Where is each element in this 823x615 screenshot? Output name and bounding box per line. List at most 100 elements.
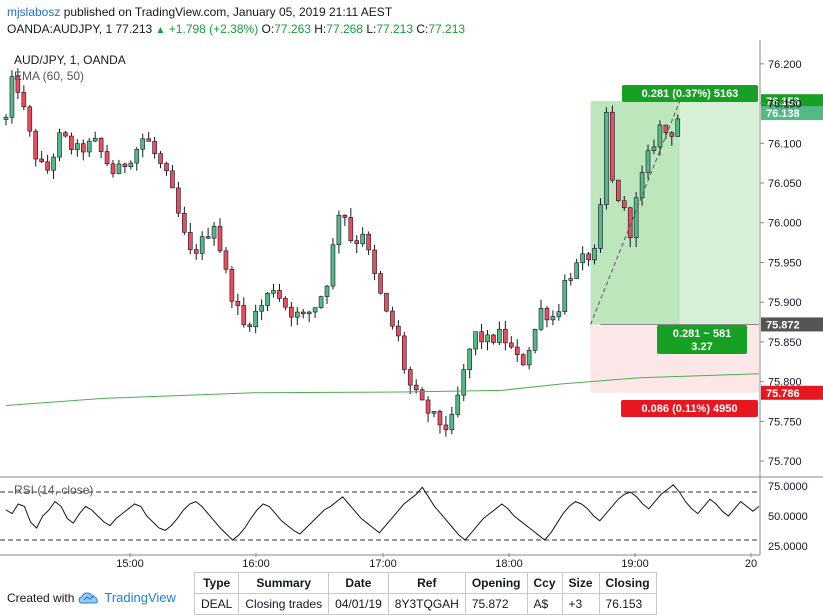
- candle-body: [92, 138, 98, 142]
- candle-body: [503, 328, 508, 344]
- projection-line: [590, 100, 681, 325]
- candle-body: [104, 151, 110, 165]
- candle-body: [651, 146, 657, 151]
- deal-table-header-row: Type Summary Date Ref Opening Ccy Size C…: [193, 572, 657, 594]
- ohlc-high-label: H:: [314, 22, 327, 36]
- candle-body: [128, 162, 134, 168]
- candle-body: [75, 143, 80, 150]
- candle-body: [645, 150, 651, 173]
- y-tick-label: 75.750: [768, 416, 802, 428]
- candle-body: [247, 324, 253, 328]
- candle-body: [621, 200, 627, 209]
- candle-body: [51, 156, 56, 171]
- candle-body: [354, 240, 360, 245]
- candle-body: [69, 135, 74, 150]
- candle-body: [437, 411, 443, 426]
- cell-type: DEAL: [193, 593, 240, 615]
- candle-body: [419, 389, 425, 401]
- entry-price-tag: 75.872: [766, 319, 800, 331]
- ohlc-low-value: 77.213: [376, 22, 414, 36]
- col-opening: Opening: [464, 572, 528, 594]
- y-tick-label: 76.200: [768, 59, 802, 71]
- candle-body: [211, 226, 217, 239]
- candle-body: [318, 296, 324, 308]
- publisher-username[interactable]: mjslabosz: [7, 5, 61, 19]
- candle-body: [449, 414, 455, 431]
- candle-body: [164, 163, 169, 172]
- candle-body: [663, 124, 669, 133]
- stop-price-tag-bg: [761, 385, 823, 400]
- candle-body: [443, 424, 449, 431]
- y-tick-label: 76.100: [768, 138, 802, 150]
- ema-line: [5, 373, 760, 406]
- candle-body: [9, 76, 15, 118]
- last-price-tag-bg: [761, 106, 823, 121]
- profit-label-box: [622, 85, 758, 102]
- candle-body: [312, 307, 318, 313]
- candle-body: [21, 92, 27, 108]
- candle-body: [45, 161, 50, 171]
- risk-reward-label-text-0: 0.281 ~ 581: [673, 328, 731, 340]
- candle-body: [241, 305, 247, 326]
- candle-body: [550, 316, 556, 321]
- cell-opening: 75.872: [464, 593, 528, 615]
- stop-price-tag: 75.786: [766, 388, 800, 400]
- created-with-text: Created with: [7, 590, 75, 605]
- entry-price-tag-bg: [761, 317, 823, 332]
- deal-table: Type Summary Date Ref Opening Ccy Size C…: [193, 572, 657, 615]
- chart-title: AUD/JPY, 1, OANDA: [14, 53, 126, 67]
- candle-body: [562, 280, 568, 312]
- candle-body: [431, 411, 437, 414]
- ohlc-high-value: 77.268: [326, 22, 363, 36]
- candle-body: [187, 231, 193, 250]
- candle-body: [176, 187, 181, 214]
- candle-body: [122, 163, 128, 168]
- x-tick-label: 16:00: [242, 558, 270, 570]
- x-tick-label: 18:00: [495, 558, 523, 570]
- candle-body: [33, 130, 39, 160]
- candle-body: [57, 132, 62, 158]
- candle-body: [300, 311, 306, 315]
- col-date: Date: [328, 572, 389, 594]
- last-price: 77.213: [115, 22, 153, 36]
- candle-body: [396, 325, 401, 337]
- candle-body: [116, 163, 122, 174]
- candle-body: [360, 233, 365, 245]
- candle-body: [366, 233, 371, 251]
- y-tick-label: 75.950: [768, 257, 802, 269]
- candle-body: [520, 354, 526, 366]
- x-tick-label: 19:00: [621, 558, 649, 570]
- candle-body: [63, 132, 68, 137]
- candle-body: [413, 384, 419, 391]
- risk-reward-label-box: [657, 325, 747, 354]
- ohlc-close-label: C:: [416, 22, 429, 36]
- target-price-tag-bg: [761, 94, 823, 109]
- deal-table-row: DEAL Closing trades 04/01/19 8Y3TQGAH 75…: [193, 593, 657, 615]
- y-tick-label: 75.700: [768, 456, 802, 468]
- candle-body: [271, 290, 276, 294]
- target-price-tag: 76.153: [766, 96, 800, 108]
- candle-body: [265, 292, 270, 306]
- candle-body: [205, 236, 211, 239]
- candle-body: [259, 305, 264, 312]
- rsi-line: [5, 484, 760, 541]
- candle-body: [473, 331, 478, 350]
- y-tick-label: 75.850: [768, 337, 802, 349]
- candle-body: [86, 140, 92, 153]
- symbol-header: OANDA:AUDJPY, 1 77.213 ▲ +1.798 (+2.38%)…: [7, 22, 465, 36]
- x-tick-label: 20: [745, 558, 757, 570]
- candle-body: [497, 328, 502, 343]
- candle-body: [610, 111, 615, 181]
- price-change: +1.798 (+2.38%): [168, 22, 259, 36]
- candle-body: [134, 148, 140, 164]
- tradingview-logo-text[interactable]: TradingView: [104, 590, 176, 605]
- candle-body: [544, 308, 550, 321]
- candle-body: [514, 346, 520, 355]
- candle-body: [229, 268, 235, 302]
- candle-body: [485, 334, 490, 343]
- candle-body: [491, 334, 496, 343]
- publish-info: published on TradingView.com, January 05…: [63, 5, 393, 19]
- candle-body: [15, 76, 21, 93]
- branding: Created with TradingView: [7, 590, 176, 605]
